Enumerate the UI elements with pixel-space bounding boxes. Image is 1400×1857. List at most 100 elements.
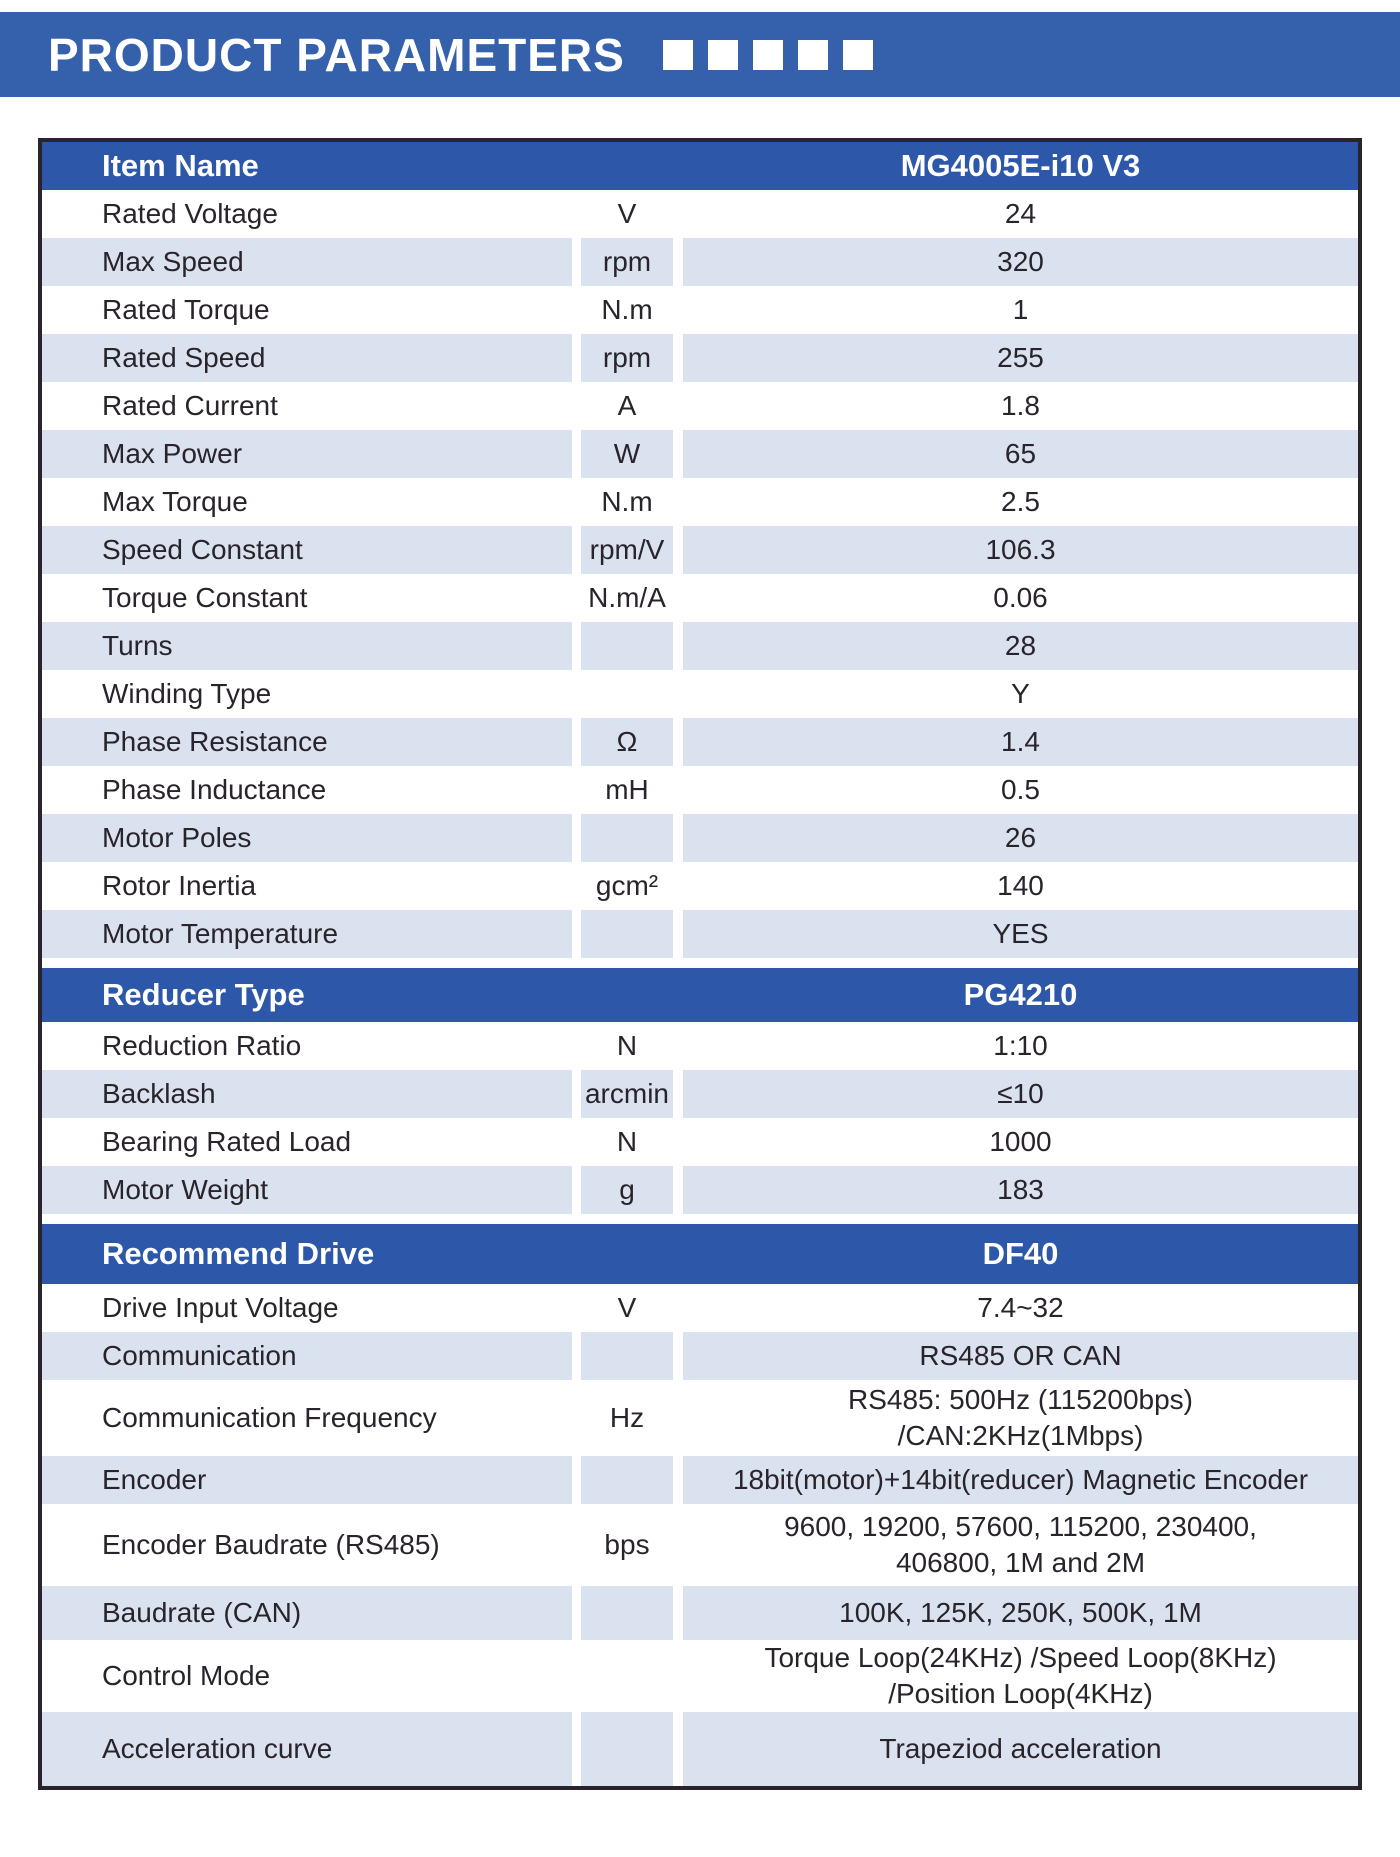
row-label: Speed Constant <box>42 526 572 574</box>
row-label: Drive Input Voltage <box>102 1292 339 1323</box>
row-unit: N.m <box>601 486 653 517</box>
table-row: Encoder Baudrate (RS485) bps 9600, 19200, … <box>42 1504 1358 1586</box>
row-label: Motor Poles <box>42 814 572 862</box>
table-section: Recommend Drive DF40 Drive Input Voltage V 7… <box>42 1224 1358 1786</box>
row-value-line: 0.06 <box>993 582 1048 613</box>
row-unit: W <box>581 430 673 478</box>
table-section: Item Name MG4005E-i10 V3 Rated Voltage V 24 M… <box>42 142 1358 958</box>
table-row: Rated Voltage V 24 <box>42 190 1358 238</box>
row-unit: arcmin <box>581 1070 673 1118</box>
row-value: 1:10 <box>683 1022 1358 1070</box>
section-header: Reducer Type PG4210 <box>42 968 1358 1022</box>
row-value-line: 65 <box>1004 438 1037 469</box>
row-value: 7.4~32 <box>683 1284 1358 1332</box>
table-section: Reducer Type PG4210 Reduction Ratio N 1:10 Ba… <box>42 968 1358 1214</box>
row-value: 26 <box>683 814 1358 862</box>
row-unit: Hz <box>609 1402 645 1433</box>
row-label: Max Torque <box>102 486 248 517</box>
row-value: 320 <box>683 238 1358 286</box>
table-row: Bearing Rated Load N 1000 <box>42 1118 1358 1166</box>
row-label: Max Power <box>42 430 572 478</box>
row-unit <box>581 1586 673 1640</box>
table-row: Speed Constant rpm/V 106.3 <box>42 526 1358 574</box>
row-label: Phase Inductance <box>102 774 327 805</box>
row-value: RS485 OR CAN <box>683 1332 1358 1380</box>
row-label: Encoder Baudrate (RS485) <box>102 1529 440 1560</box>
row-unit <box>581 622 673 670</box>
row-value: Trapeziod acceleration <box>683 1712 1358 1786</box>
row-unit: rpm/V <box>581 526 673 574</box>
row-value: 1 <box>683 286 1358 334</box>
row-unit: gcm² <box>595 870 659 901</box>
row-value: Y <box>683 670 1358 718</box>
row-unit: N.m <box>601 294 653 325</box>
row-value-line: Y <box>1011 678 1030 709</box>
row-label: Torque Constant <box>102 582 308 613</box>
row-value: 1000 <box>683 1118 1358 1166</box>
table-row: Max Speed rpm 320 <box>42 238 1358 286</box>
row-value-line: 100K, 125K, 250K, 500K, 1M <box>839 1597 1202 1628</box>
table-row: Motor Weight g 183 <box>42 1166 1358 1214</box>
table-row: Backlash arcmin ≤10 <box>42 1070 1358 1118</box>
row-unit: N <box>616 1030 638 1061</box>
table-row: Acceleration curve Trapeziod acceleration <box>42 1712 1358 1786</box>
row-unit: N <box>616 1126 638 1157</box>
row-value: ≤10 <box>683 1070 1358 1118</box>
row-value-line: 0.5 <box>1001 774 1040 805</box>
row-value: 183 <box>683 1166 1358 1214</box>
row-value-line: YES <box>992 918 1049 949</box>
row-value-line: 2.5 <box>1001 486 1040 517</box>
row-value-line: 7.4~32 <box>977 1292 1064 1323</box>
row-unit: V <box>617 1292 637 1323</box>
row-label: Phase Resistance <box>42 718 572 766</box>
table-row: Max Power W 65 <box>42 430 1358 478</box>
row-unit: N.m/A <box>588 582 666 613</box>
row-label: Motor Temperature <box>42 910 572 958</box>
table-row: Torque Constant N.m/A 0.06 <box>42 574 1358 622</box>
table-row: Motor Temperature YES <box>42 910 1358 958</box>
row-unit: V <box>617 198 637 229</box>
row-value: 24 <box>683 190 1358 238</box>
row-value: 1.4 <box>683 718 1358 766</box>
decor-square-icon <box>707 39 738 70</box>
table-row: Communication Frequency Hz RS485: 500Hz (1… <box>42 1380 1358 1456</box>
table-row: Reduction Ratio N 1:10 <box>42 1022 1358 1070</box>
section-header-value: DF40 <box>982 1236 1059 1271</box>
row-unit <box>581 910 673 958</box>
row-value: 106.3 <box>683 526 1358 574</box>
row-value: 100K, 125K, 250K, 500K, 1M <box>683 1586 1358 1640</box>
section-header-value: PG4210 <box>963 977 1078 1012</box>
section-header: Recommend Drive DF40 <box>42 1224 1358 1284</box>
table-row: Phase Inductance mH 0.5 <box>42 766 1358 814</box>
row-value-line: 183 <box>997 1174 1044 1205</box>
row-value-line: Torque Loop(24KHz) /Speed Loop(8KHz) <box>764 1642 1277 1673</box>
table-row: Communication RS485 OR CAN <box>42 1332 1358 1380</box>
row-value: 140 <box>683 862 1358 910</box>
table-row: Rated Speed rpm 255 <box>42 334 1358 382</box>
row-label: Winding Type <box>102 678 272 709</box>
row-value: 65 <box>683 430 1358 478</box>
row-value-line: 1 <box>1012 294 1029 325</box>
row-value-line: 18bit(motor)+14bit(reducer) Magnetic Enc… <box>732 1464 1309 1495</box>
row-unit: g <box>581 1166 673 1214</box>
table-row: Phase Resistance Ω 1.4 <box>42 718 1358 766</box>
row-value: 0.06 <box>683 574 1358 622</box>
table-row: Turns 28 <box>42 622 1358 670</box>
row-value: 28 <box>683 622 1358 670</box>
row-unit <box>581 1456 673 1504</box>
table-row: Baudrate (CAN) 100K, 125K, 250K, 500K, 1M <box>42 1586 1358 1640</box>
table-row: Control Mode Torque Loop(24KHz) /Speed Lo… <box>42 1640 1358 1712</box>
row-value-line: 1:10 <box>993 1030 1048 1061</box>
banner: PRODUCT PARAMETERS <box>0 12 1400 97</box>
row-value: 1.8 <box>683 382 1358 430</box>
row-value-line: /CAN:2KHz(1Mbps) <box>897 1420 1144 1451</box>
decor-square-icon <box>842 39 873 70</box>
row-value-line: 28 <box>1004 630 1037 661</box>
row-value-line: 24 <box>1004 198 1037 229</box>
row-label: Control Mode <box>102 1660 271 1691</box>
row-unit: mH <box>605 774 649 805</box>
row-value-line: 255 <box>997 342 1044 373</box>
row-value: 255 <box>683 334 1358 382</box>
table-row: Encoder 18bit(motor)+14bit(reducer) Magne… <box>42 1456 1358 1504</box>
row-label: Encoder <box>42 1456 572 1504</box>
